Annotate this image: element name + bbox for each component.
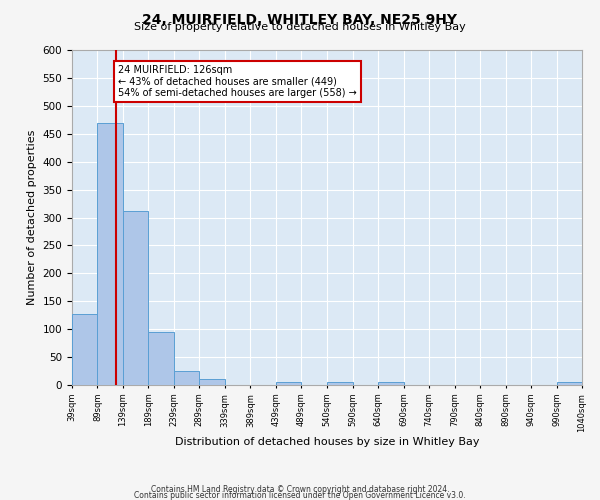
Bar [174,371,199,385]
Bar [327,382,353,385]
Bar [557,382,582,385]
Bar [378,382,404,385]
Text: Size of property relative to detached houses in Whitley Bay: Size of property relative to detached ho… [134,22,466,32]
Bar [276,382,301,385]
Bar [97,122,123,385]
X-axis label: Distribution of detached houses by size in Whitley Bay: Distribution of detached houses by size … [175,437,479,447]
Bar [199,380,225,385]
Bar [148,332,174,385]
Text: 24, MUIRFIELD, WHITLEY BAY, NE25 9HY: 24, MUIRFIELD, WHITLEY BAY, NE25 9HY [143,12,458,26]
Text: Contains public sector information licensed under the Open Government Licence v3: Contains public sector information licen… [134,490,466,500]
Bar [123,212,148,385]
Y-axis label: Number of detached properties: Number of detached properties [27,130,37,305]
Text: Contains HM Land Registry data © Crown copyright and database right 2024.: Contains HM Land Registry data © Crown c… [151,485,449,494]
Text: 24 MUIRFIELD: 126sqm
← 43% of detached houses are smaller (449)
54% of semi-deta: 24 MUIRFIELD: 126sqm ← 43% of detached h… [118,65,356,98]
Bar [72,314,97,385]
